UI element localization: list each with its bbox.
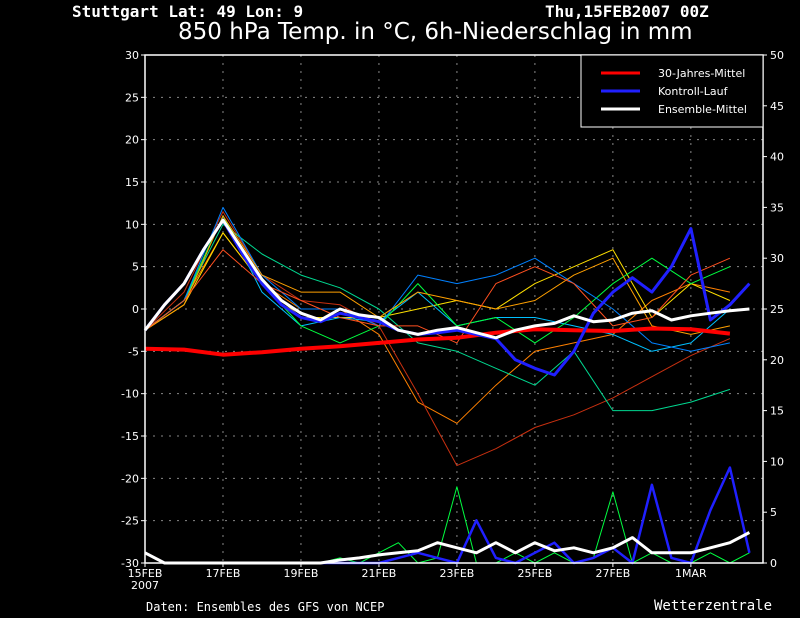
legend-label: Ensemble-Mittel	[658, 103, 747, 116]
series-member-7	[144, 206, 731, 352]
y-tick-label: -10	[121, 388, 139, 401]
x-tick-label: 25FEB	[517, 567, 552, 580]
plot-frame	[144, 54, 764, 564]
y2-tick-label: 0	[770, 557, 777, 570]
y2-tick-label: 30	[770, 252, 784, 265]
y2-tick-label: 10	[770, 455, 784, 468]
chart-title: 850 hPa Temp. in °C, 6h-Niederschlag in …	[178, 19, 693, 45]
series-control-run	[143, 218, 751, 377]
series-member-2	[144, 211, 731, 467]
x-tick-sublabel: 2007	[131, 579, 159, 592]
x-tick-label: 23FEB	[440, 567, 475, 580]
y2-tick-label: 45	[770, 100, 784, 113]
y-tick-label: -30	[121, 557, 139, 570]
x-tick-label: 19FEB	[284, 567, 319, 580]
x-tick-label: 27FEB	[595, 567, 630, 580]
y-tick-label: -5	[128, 345, 139, 358]
y-tick-label: 10	[125, 218, 139, 231]
x-tick-label: 21FEB	[362, 567, 397, 580]
y-tick-label: 15	[125, 176, 139, 189]
y-tick-label: 30	[125, 49, 139, 62]
y2-tick-label: 20	[770, 354, 784, 367]
y2-tick-label: 5	[770, 506, 777, 519]
series-member-9	[144, 249, 731, 344]
series-ensemble-mean	[143, 218, 750, 340]
y2-tick-label: 40	[770, 151, 784, 164]
y2-tick-label: 35	[770, 201, 784, 214]
location-label: Stuttgart Lat: 49 Lon: 9	[72, 2, 304, 21]
y-tick-label: -20	[121, 472, 139, 485]
y2-tick-label: 15	[770, 405, 784, 418]
precip-mean	[144, 531, 751, 565]
series-climate-mean	[144, 326, 731, 357]
run-time-label: Thu,15FEB2007 00Z	[545, 2, 709, 21]
precip-control	[144, 466, 751, 565]
y-tick-label: -15	[121, 430, 139, 443]
data-source: Daten: Ensembles des GFS von NCEP	[146, 600, 385, 614]
y-tick-label: 0	[132, 303, 139, 316]
x-tick-label: 1MAR	[675, 567, 707, 580]
x-tick-label: 15FEB	[128, 567, 163, 580]
legend-label: Kontroll-Lauf	[658, 85, 729, 98]
y-tick-label: -25	[121, 515, 139, 528]
y-tick-label: 25	[125, 91, 139, 104]
y2-tick-label: 25	[770, 303, 784, 316]
series-member-4	[144, 232, 731, 331]
series-member-3	[144, 223, 731, 412]
brand-label: Wetterzentrale	[654, 598, 773, 614]
series-member-8	[144, 215, 731, 335]
y2-tick-label: 50	[770, 49, 784, 62]
legend-label: 30-Jahres-Mittel	[658, 67, 745, 80]
y-tick-label: 5	[132, 261, 139, 274]
x-tick-label: 17FEB	[206, 567, 241, 580]
y-tick-label: 20	[125, 134, 139, 147]
